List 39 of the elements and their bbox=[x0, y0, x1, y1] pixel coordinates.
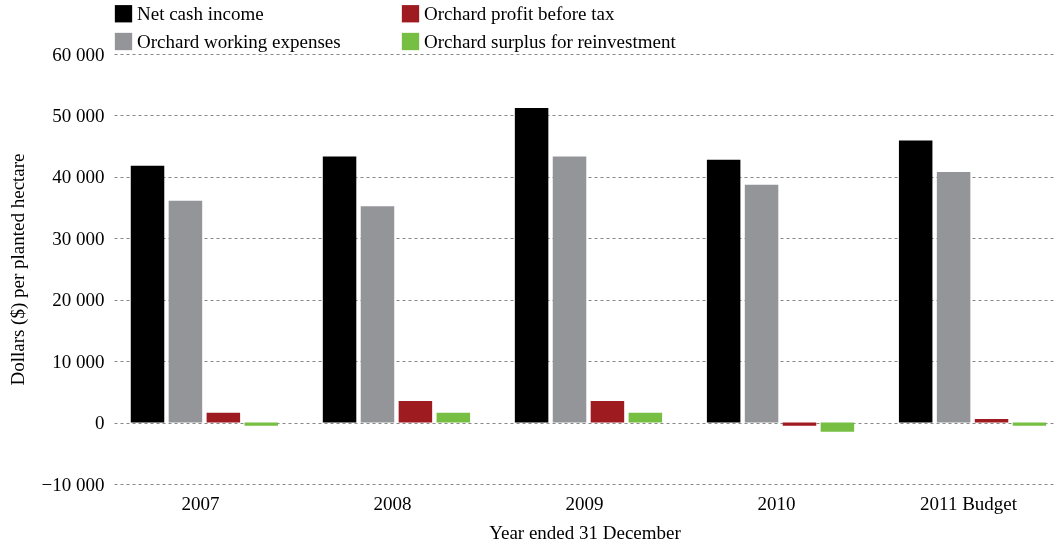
x-tick-label: 2010 bbox=[757, 492, 796, 514]
bar bbox=[628, 412, 663, 423]
legend-label: Net cash income bbox=[137, 2, 264, 24]
bar bbox=[898, 140, 933, 423]
y-tick-label: 20 000 bbox=[52, 289, 105, 311]
y-tick-label: 40 000 bbox=[52, 166, 105, 188]
y-tick-label: 10 000 bbox=[52, 350, 105, 372]
legend-label: Orchard surplus for reinvestment bbox=[424, 30, 677, 52]
bar bbox=[782, 422, 817, 426]
bar bbox=[744, 184, 779, 423]
y-tick-label: −10 000 bbox=[41, 473, 105, 495]
x-axis-title: Year ended 31 December bbox=[489, 521, 682, 543]
bar bbox=[820, 422, 855, 432]
y-axis-title: Dollars ($) per planted hectare bbox=[6, 153, 29, 386]
bar bbox=[706, 159, 741, 423]
bar bbox=[936, 171, 971, 423]
x-tick-label: 2011 Budget bbox=[920, 492, 1018, 514]
bar bbox=[590, 401, 625, 423]
bar bbox=[130, 165, 165, 423]
bar bbox=[322, 156, 357, 423]
legend-label: Orchard profit before tax bbox=[424, 2, 615, 24]
legend-label: Orchard working expenses bbox=[137, 30, 341, 52]
y-tick-label: 30 000 bbox=[52, 227, 105, 249]
x-tick-label: 2008 bbox=[373, 492, 412, 514]
y-tick-label: 50 000 bbox=[52, 104, 105, 126]
bar bbox=[244, 422, 279, 426]
bar bbox=[168, 200, 203, 423]
y-tick-label: 0 bbox=[95, 412, 105, 434]
bar bbox=[206, 412, 241, 423]
bar bbox=[398, 401, 433, 423]
x-tick-label: 2009 bbox=[565, 492, 604, 514]
bar bbox=[360, 206, 395, 423]
x-tick-label: 2007 bbox=[181, 492, 220, 514]
bar bbox=[974, 418, 1009, 423]
bar bbox=[552, 156, 587, 423]
bar bbox=[514, 108, 549, 423]
y-tick-label: 60 000 bbox=[52, 43, 105, 65]
bar bbox=[1012, 422, 1047, 426]
bar bbox=[436, 412, 471, 423]
